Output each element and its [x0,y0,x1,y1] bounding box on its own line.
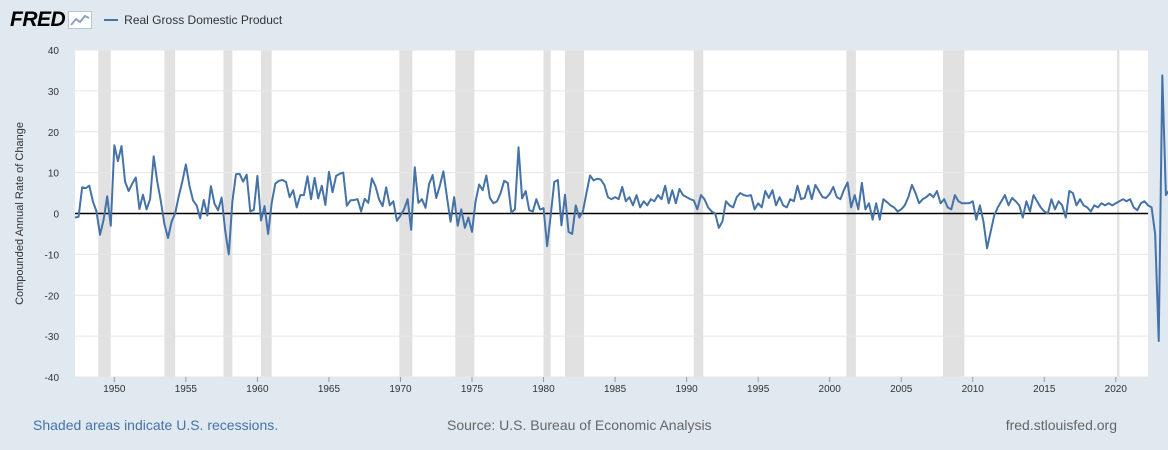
x-tick-label: 2000 [819,384,842,395]
x-tick-label: 1980 [532,384,555,395]
chart-legend: Real Gross Domestic Product [104,13,282,27]
site-link[interactable]: fred.stlouisfed.org [1005,417,1117,433]
chart-line-icon [68,11,93,29]
recession-note: Shaded areas indicate U.S. recessions. [33,417,279,433]
x-tick-label: 1960 [246,384,269,395]
series-line-real-gdp [74,74,1168,343]
y-tick-label: 30 [48,87,60,98]
chart-footer: Shaded areas indicate U.S. recessions. S… [0,414,1168,438]
chart-area: -40 -30 -20 -10 0 10 20 30 40 1950 1955 1960 1965 197… [14,46,1168,395]
x-tick-label: 1995 [747,384,770,395]
legend-label: Real Gross Domestic Product [124,13,283,27]
logo-text: FRED [10,8,66,31]
x-tick-label: 1990 [675,384,698,395]
x-tick-label: 1965 [318,384,341,395]
x-tick-label: 2015 [1033,384,1056,395]
y-tick-label: -30 [45,332,60,343]
source-note: Source: U.S. Bureau of Economic Analysis [447,417,712,433]
y-tick-label: 40 [48,46,60,57]
y-tick-label: 10 [48,169,60,180]
y-tick-label: 0 [53,210,59,221]
x-tick-label: 1955 [175,384,198,395]
y-tick-label: -40 [45,373,60,384]
x-tick-label: 2010 [962,384,985,395]
line-chart: -40 -30 -20 -10 0 10 20 30 40 1950 1955 1960 1965 197… [14,46,1168,395]
y-axis-label: Compounded Annual Rate of Change [14,122,26,305]
y-tick-label: -20 [45,291,60,302]
legend-line-marker [104,19,119,21]
x-tick-label: 2005 [890,384,913,395]
x-tick-label: 1950 [103,384,126,395]
x-tick-label: 1985 [604,384,627,395]
y-tick-label: 20 [48,128,60,139]
x-tick-label: 1970 [389,384,412,395]
x-tick-label: 2020 [1105,384,1128,395]
header: FRED Real Gross Domestic Product [10,6,282,34]
y-tick-label: -10 [45,250,60,261]
x-tick-label: 1975 [461,384,484,395]
fred-logo[interactable]: FRED [10,8,93,32]
